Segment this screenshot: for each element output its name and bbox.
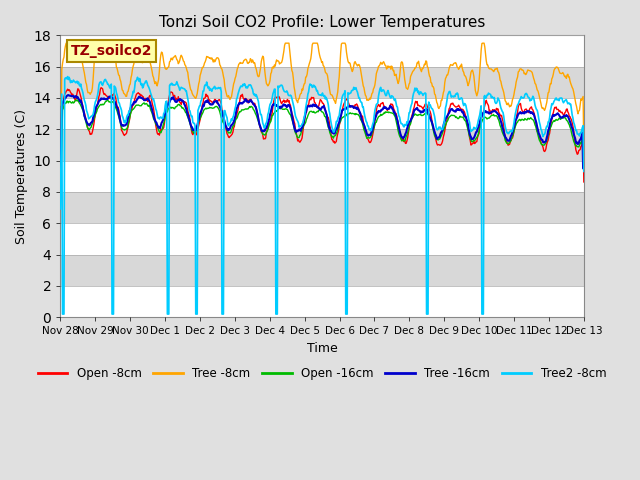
X-axis label: Time: Time (307, 342, 337, 355)
Bar (60, 129, 584, 161)
Bar (60, 192, 584, 223)
Bar (60, 98, 584, 129)
Text: TZ_soilco2: TZ_soilco2 (71, 44, 152, 58)
Bar (60, 223, 584, 254)
Title: Tonzi Soil CO2 Profile: Lower Temperatures: Tonzi Soil CO2 Profile: Lower Temperatur… (159, 15, 485, 30)
Bar (60, 254, 584, 286)
Legend: Open -8cm, Tree -8cm, Open -16cm, Tree -16cm, Tree2 -8cm: Open -8cm, Tree -8cm, Open -16cm, Tree -… (33, 362, 611, 384)
Bar (60, 36, 584, 67)
Bar (60, 286, 584, 317)
Bar (60, 67, 584, 98)
Y-axis label: Soil Temperatures (C): Soil Temperatures (C) (15, 109, 28, 244)
Bar (60, 161, 584, 192)
